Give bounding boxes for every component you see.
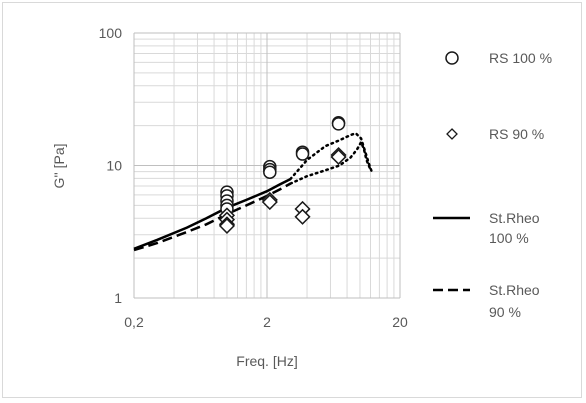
legend-label: 90 % (489, 304, 521, 320)
series-line (289, 131, 374, 181)
plot-axes (133, 33, 400, 299)
data-point-diamond (330, 148, 347, 166)
y-tick-label: 100 (99, 25, 123, 41)
legend-marker-diamond (446, 128, 458, 140)
y-tick-label: 1 (114, 290, 122, 306)
legend-label: St.Rheo (489, 282, 540, 298)
series-group (133, 116, 374, 252)
legend-label: 100 % (489, 230, 529, 246)
x-tick-label: 2 (263, 314, 271, 330)
data-point-diamond (294, 208, 311, 225)
series-line (289, 139, 372, 185)
legend-label: St.Rheo (489, 210, 540, 226)
legend: RS 100 % RS 90 % St.Rheo 100 % St.Rheo 90 % (433, 50, 552, 320)
y-axis-label: G'' [Pa] (51, 143, 67, 188)
x-tick-label: 20 (392, 314, 408, 330)
chart-frame (2, 2, 582, 398)
x-tick-label: 0,2 (124, 314, 144, 330)
tick-labels: 0,2 2 20 1 10 100 (99, 25, 408, 330)
legend-label: RS 100 % (489, 50, 552, 66)
data-point-circle (263, 165, 277, 179)
x-axis-label: Freq. [Hz] (236, 353, 297, 369)
data-point-circle (295, 147, 310, 161)
legend-marker-circle (445, 51, 459, 65)
legend-label: RS 90 % (489, 126, 544, 142)
data-point-circle (331, 117, 346, 131)
data-point-diamond (261, 193, 278, 211)
data-point-diamond (218, 217, 236, 234)
y-tick-label: 10 (106, 158, 122, 174)
